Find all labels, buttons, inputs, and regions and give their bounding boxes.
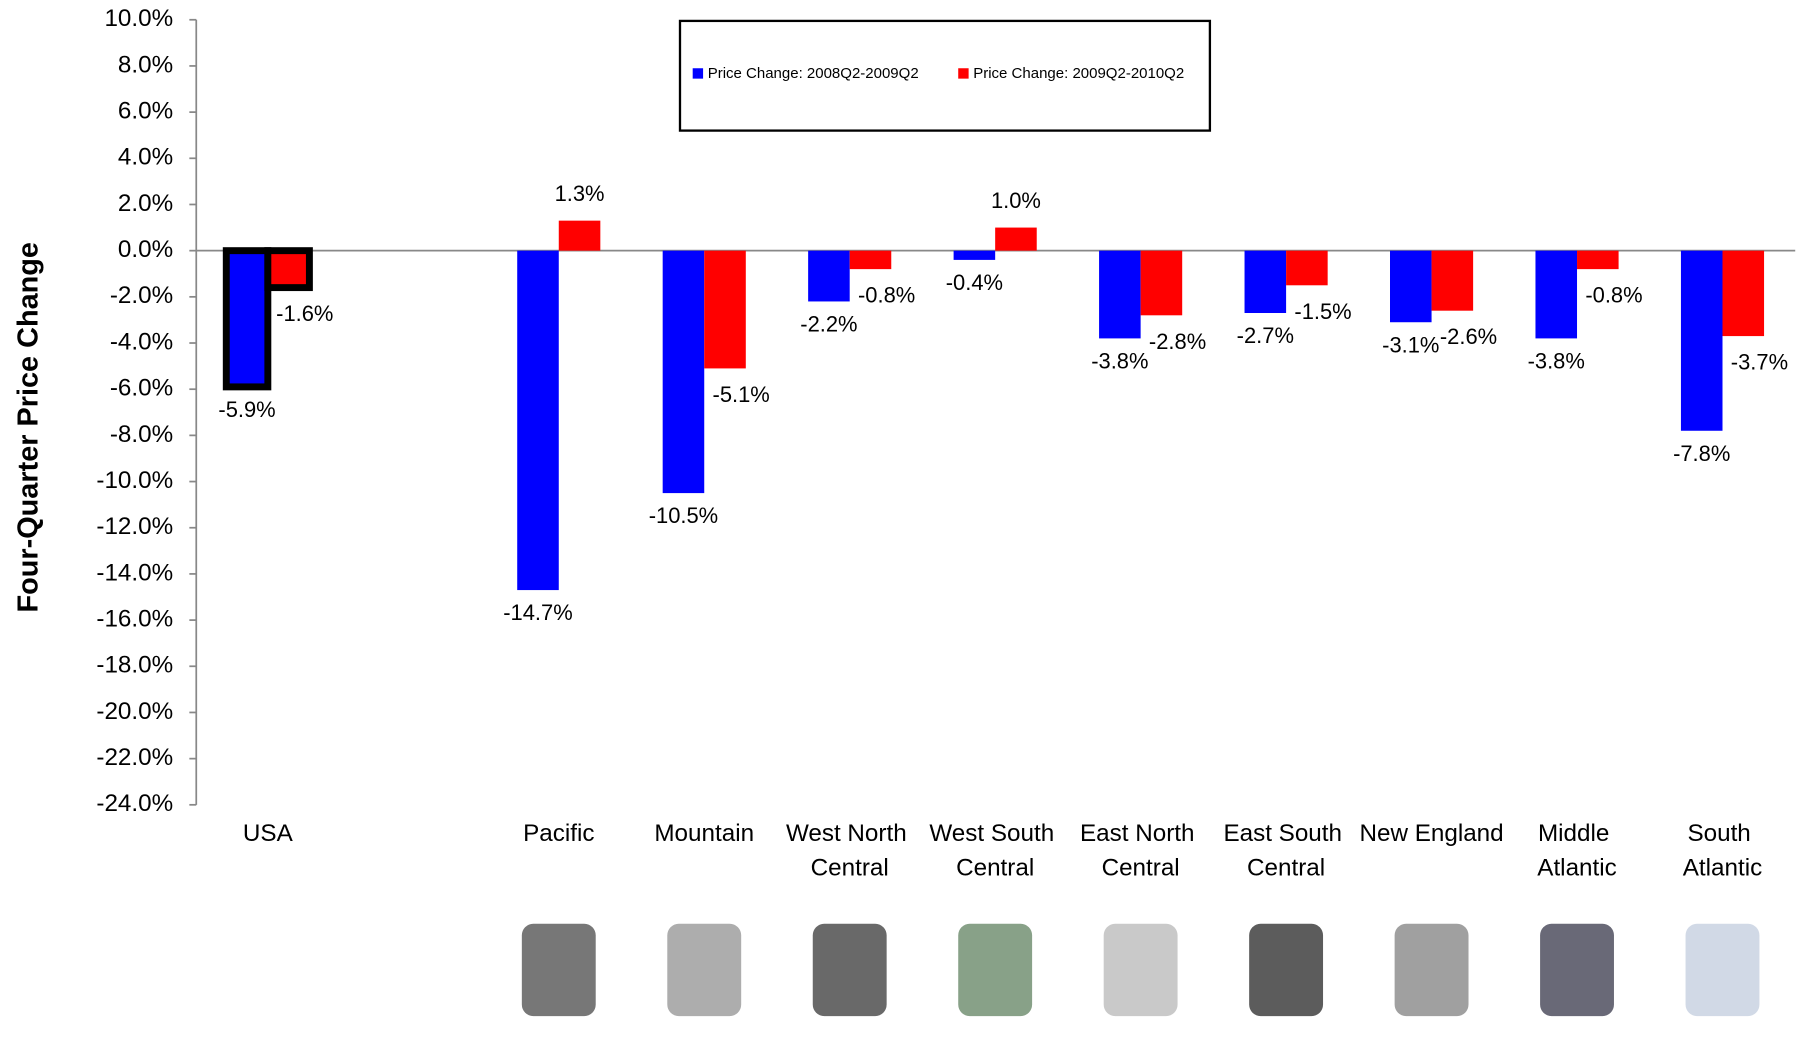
data-label: -7.8% [1673, 441, 1730, 466]
y-tick-label: -10.0% [96, 467, 173, 494]
bar [1099, 250, 1141, 339]
region-map [521, 923, 596, 1017]
data-label: -14.7% [503, 600, 572, 625]
legend-label: Price Change: 2009Q2-2010Q2 [973, 65, 1184, 82]
y-tick-label: -6.0% [110, 375, 173, 402]
legend-label: Price Change: 2008Q2-2009Q2 [708, 65, 919, 82]
y-tick-label: -8.0% [110, 421, 173, 448]
bar [662, 250, 705, 494]
x-tick-label: New England [1359, 820, 1503, 847]
x-tick-label: USA [243, 820, 294, 847]
region-map [1685, 923, 1760, 1017]
region-map [1103, 923, 1178, 1017]
data-label: -3.8% [1091, 348, 1148, 373]
bar [1431, 250, 1474, 311]
legend-swatch [958, 68, 969, 79]
bar [1535, 250, 1578, 339]
y-tick-label: -22.0% [96, 744, 173, 771]
x-tick-label: West North Central [786, 820, 914, 882]
data-label: -2.8% [1149, 329, 1206, 354]
data-label: -1.5% [1294, 299, 1351, 324]
region-map [812, 923, 887, 1017]
y-tick-label: 6.0% [118, 98, 173, 125]
data-label: -2.6% [1440, 324, 1497, 349]
region-map [958, 923, 1033, 1017]
y-tick-label: -12.0% [96, 513, 173, 540]
x-tick-label: South Atlantic [1683, 820, 1762, 882]
bar [995, 227, 1037, 251]
bar [1140, 250, 1183, 316]
bar [264, 247, 313, 292]
y-tick-label: 8.0% [118, 51, 173, 78]
bar [1680, 250, 1723, 431]
bar [808, 250, 850, 302]
bar [222, 247, 272, 391]
data-label: -3.7% [1731, 350, 1788, 375]
bar [517, 250, 559, 591]
y-tick-label: -20.0% [96, 698, 173, 725]
data-label: 1.0% [991, 188, 1041, 213]
bar [1722, 250, 1765, 337]
y-tick-label: -16.0% [96, 606, 173, 633]
y-tick-label: 0.0% [118, 236, 173, 263]
x-tick-label: Mountain [654, 820, 754, 847]
x-tick-label: East North Central [1080, 820, 1201, 882]
y-tick-label: -14.0% [96, 559, 173, 586]
region-map [1249, 923, 1324, 1017]
data-label: -10.5% [649, 503, 718, 528]
bar [704, 250, 746, 369]
bar [953, 250, 996, 260]
bar [849, 250, 892, 270]
data-label: -5.1% [713, 382, 770, 407]
data-label: -2.7% [1237, 323, 1294, 348]
legend-box [678, 19, 1212, 132]
data-label: -3.8% [1528, 348, 1585, 373]
y-tick-label: 4.0% [118, 144, 173, 171]
bar [1244, 250, 1287, 314]
region-map [1540, 923, 1614, 1017]
y-tick-label: -2.0% [110, 282, 173, 309]
y-tick-label: 2.0% [118, 190, 173, 217]
legend-swatch [692, 68, 704, 79]
data-label: 1.3% [555, 181, 605, 206]
data-label: -0.4% [946, 270, 1003, 295]
data-label: -5.9% [218, 397, 275, 422]
bar [558, 220, 601, 251]
bar [1286, 250, 1328, 286]
y-axis-title: Four-Quarter Price Change [13, 242, 45, 612]
y-tick-label: 10.0% [104, 5, 173, 32]
y-tick-label: -18.0% [96, 652, 173, 679]
region-map [667, 923, 742, 1017]
y-tick-label: -24.0% [96, 790, 173, 817]
x-tick-label: East South Central [1223, 820, 1348, 882]
x-tick-label: Middle Atlantic [1537, 820, 1616, 882]
data-label: -2.2% [800, 311, 857, 336]
x-tick-label: West South Central [929, 820, 1061, 882]
region-map [1394, 923, 1469, 1017]
data-label: -1.6% [276, 301, 333, 326]
data-label: -3.1% [1382, 332, 1439, 357]
bar [1577, 250, 1619, 270]
data-label: -0.8% [858, 283, 915, 308]
y-tick-label: -4.0% [110, 328, 173, 355]
x-tick-label: Pacific [523, 820, 594, 847]
bar [1390, 250, 1432, 323]
data-label: -0.8% [1585, 283, 1642, 308]
